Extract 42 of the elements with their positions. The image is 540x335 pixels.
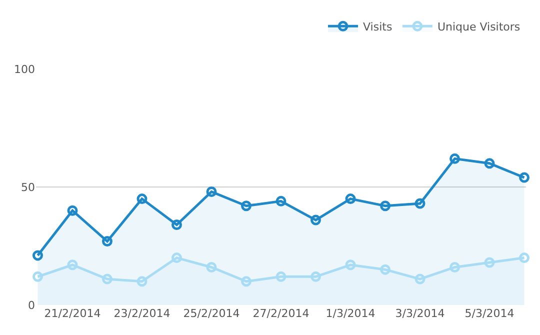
point	[484, 257, 495, 268]
point	[206, 262, 217, 272]
point	[310, 271, 321, 282]
point	[171, 220, 182, 230]
point	[380, 264, 391, 275]
legend-label: Visits	[363, 20, 392, 34]
point	[450, 153, 460, 164]
point	[310, 214, 321, 226]
point	[276, 271, 286, 282]
y-tick-label: 100	[14, 62, 35, 76]
point	[241, 276, 252, 287]
point	[67, 205, 78, 216]
point	[276, 196, 286, 206]
point	[102, 236, 112, 247]
point	[206, 186, 217, 197]
x-tick-label: 3/3/2014	[395, 307, 445, 320]
point	[32, 271, 43, 282]
y-tick-label: 0	[28, 298, 35, 312]
y-tick-label: 50	[21, 180, 35, 194]
point	[380, 200, 391, 212]
x-tick-label: 23/2/2014	[114, 307, 170, 320]
x-tick-label: 25/2/2014	[183, 307, 240, 320]
x-tick-label: 27/2/2014	[252, 307, 310, 320]
point	[450, 262, 460, 272]
point	[32, 250, 43, 261]
point	[519, 252, 530, 264]
point	[136, 276, 148, 287]
point	[241, 200, 252, 212]
x-tick-label: 21/2/2014	[44, 307, 101, 320]
point	[414, 198, 426, 209]
point	[414, 274, 426, 284]
point	[484, 158, 495, 169]
point	[519, 172, 530, 183]
x-tick-label: 1/3/2014	[326, 307, 376, 320]
x-tick-label: 5/3/2014	[464, 307, 514, 320]
point	[136, 194, 148, 204]
point	[67, 260, 78, 270]
point	[102, 274, 112, 284]
legend-label: Unique Visitors	[437, 20, 520, 34]
point	[171, 252, 182, 264]
point	[345, 260, 356, 270]
point	[345, 194, 356, 204]
